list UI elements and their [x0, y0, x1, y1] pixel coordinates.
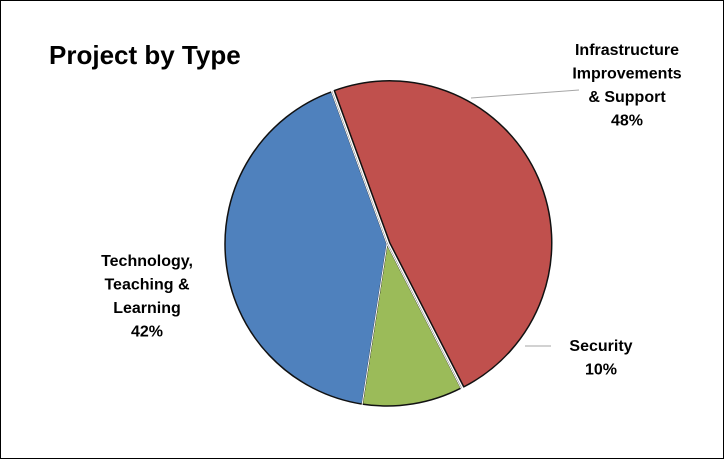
- slice-label-2: Security 10%: [569, 338, 632, 379]
- pie-slice-1: [333, 80, 553, 388]
- slice-category-label: Technology,: [101, 253, 193, 270]
- leader-line-1: [470, 89, 580, 99]
- slice-percent-label: 42%: [131, 324, 163, 341]
- slice-category-label: Teaching &: [104, 277, 189, 294]
- slice-category-label: & Support: [588, 89, 666, 106]
- pie-slice-2: [361, 243, 462, 407]
- slice-separator-2: [386, 243, 462, 390]
- slice-category-label: Improvements: [572, 66, 681, 83]
- slice-separator-1: [330, 90, 388, 245]
- chart-title: Project by Type: [49, 40, 241, 70]
- slice-category-label: Infrastructure: [575, 42, 679, 59]
- slice-percent-label: 48%: [611, 113, 643, 130]
- slice-label-3: Technology, Teaching & Learning 42%: [101, 253, 193, 341]
- slice-label-1: Infrastructure Improvements & Support 48%: [572, 42, 681, 130]
- slice-labels: Infrastructure Improvements & Support 48% Se…: [101, 42, 682, 379]
- slice-percent-label: 10%: [585, 362, 617, 379]
- pie-slice-3: [224, 91, 388, 405]
- pie-slices: [224, 80, 553, 407]
- slice-separator-3: [361, 243, 388, 406]
- slice-category-label: Security: [569, 338, 632, 355]
- leader-lines: [470, 89, 580, 347]
- slice-category-label: Learning: [113, 300, 181, 317]
